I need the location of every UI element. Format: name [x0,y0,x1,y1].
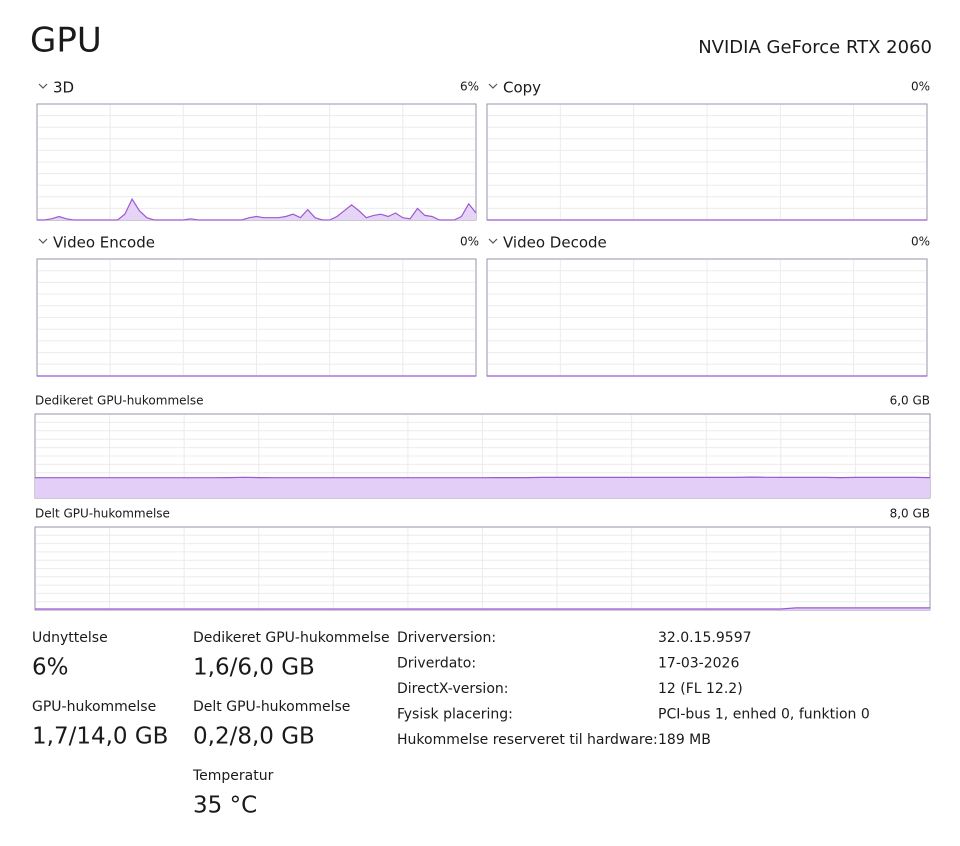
detail-value: PCI-bus 1, enhed 0, funktion 0 [658,707,870,723]
detail-value: 189 MB [658,732,711,748]
graph-value: 6% [460,80,479,94]
detail-key: Driverdato: [397,656,476,672]
stat-label: GPU-hukommelse [32,699,156,715]
page-title: GPU [30,21,102,61]
graph-max: 6,0 GB [890,394,930,408]
collapse-chevron [488,83,498,89]
stat-value: 1,6/6,0 GB [193,655,315,681]
detail-value: 32.0.15.9597 [658,630,752,646]
graph-title: Copy [503,79,541,97]
graph-value: 0% [911,235,930,249]
stat-label: Dedikeret GPU-hukommelse [193,630,390,646]
graph-line [37,197,477,221]
detail-value: 12 (FL 12.2) [658,681,743,697]
graph-title: Video Decode [503,234,607,252]
detail-key: Fysisk placering: [397,707,513,723]
graph-area [35,477,930,498]
detail-key: Hukommelse reserveret til hardware: [397,732,658,748]
graph-max: 8,0 GB [890,507,930,521]
stat-value: 0,2/8,0 GB [193,724,315,750]
stat-label: Temperatur [192,768,274,784]
collapse-chevron [38,83,48,89]
detail-value: 17-03-2026 [658,656,739,672]
detail-key: Driverversion: [397,630,496,646]
graph-title: 3D [53,79,74,97]
graph-value: 0% [460,235,479,249]
graph-title: Dedikeret GPU-hukommelse [35,394,204,408]
stat-label: Udnyttelse [32,630,108,646]
graph-line [35,607,930,610]
stat-value: 35 °C [193,793,257,819]
graph-value: 0% [911,80,930,94]
detail-key: DirectX-version: [397,681,508,697]
stat-value: 6% [32,655,69,681]
stat-label: Delt GPU-hukommelse [193,699,350,715]
graph-area [37,199,476,220]
device-name: NVIDIA GeForce RTX 2060 [698,37,932,58]
collapse-chevron [488,238,498,244]
stat-value: 1,7/14,0 GB [32,724,168,750]
collapse-chevron [38,238,48,244]
graph-title: Video Encode [53,234,155,252]
graph-line [35,476,931,479]
graph-title: Delt GPU-hukommelse [35,507,170,521]
